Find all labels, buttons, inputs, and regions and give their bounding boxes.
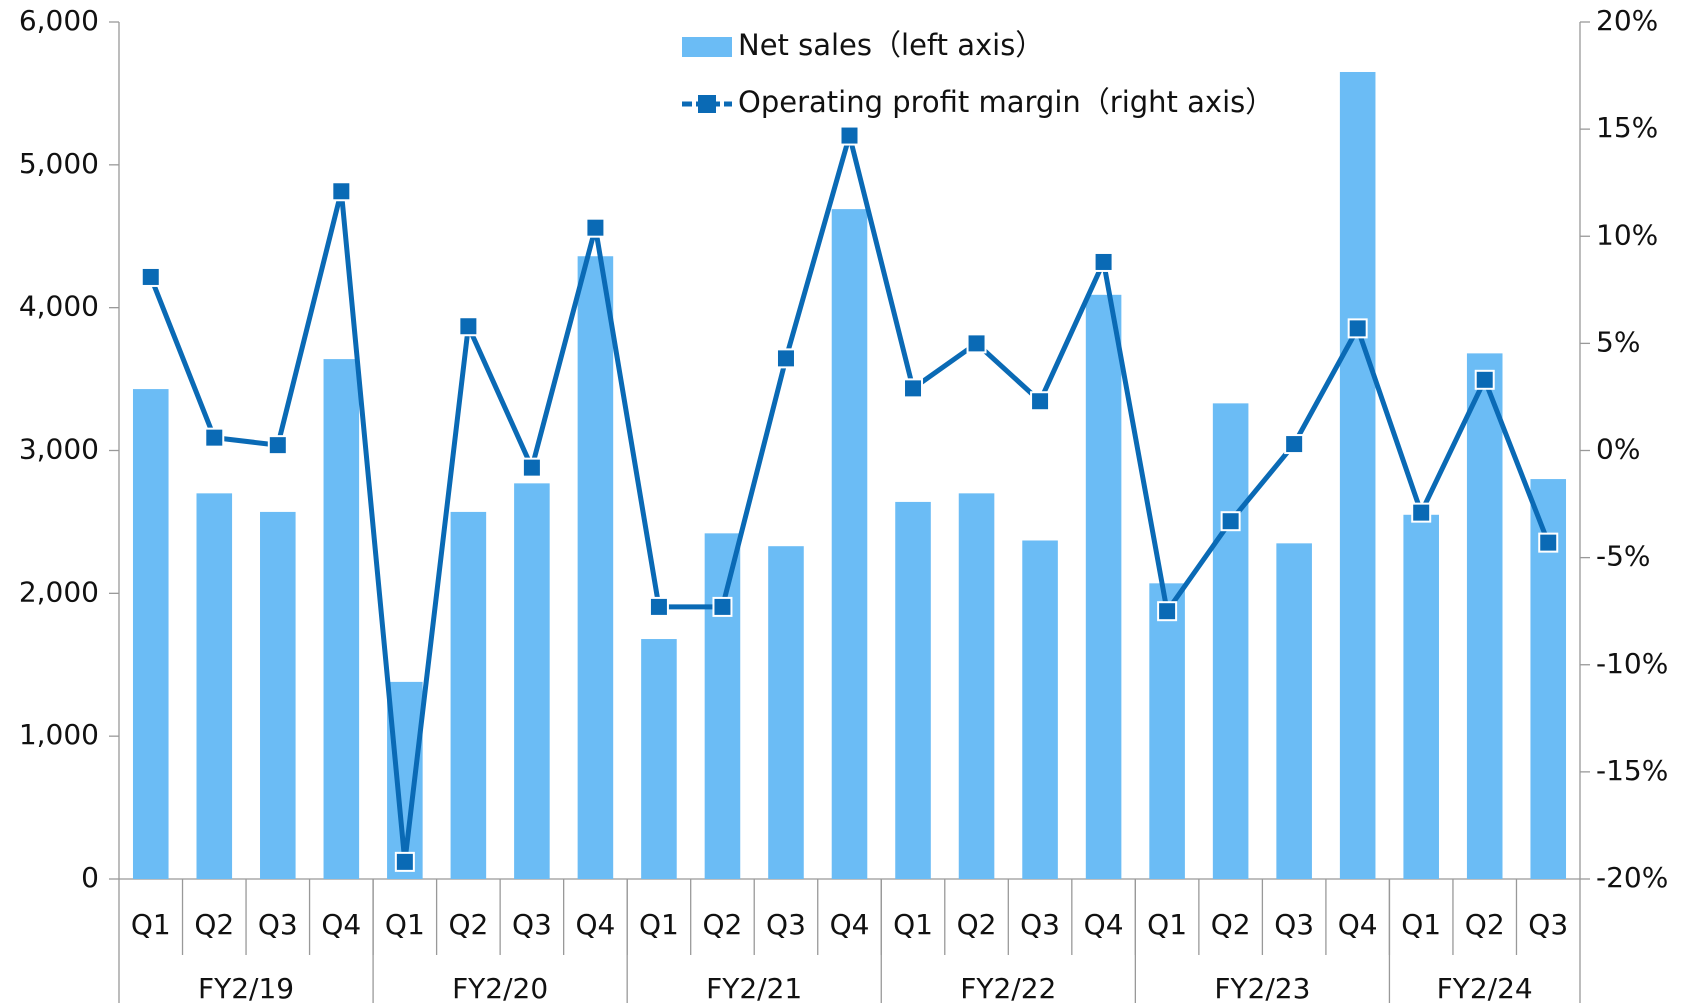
- x-tick-label: Q2: [703, 908, 743, 941]
- marker: [1030, 391, 1051, 412]
- bar: [895, 501, 931, 879]
- marker: [1411, 502, 1432, 523]
- legend-swatch: [682, 37, 732, 57]
- marker: [267, 435, 288, 456]
- bar: [768, 546, 804, 879]
- x-tick-label: Q3: [258, 908, 298, 941]
- x-tick-label: Q1: [1147, 908, 1187, 941]
- y-tick-label: 6,000: [19, 4, 99, 37]
- bar: [704, 533, 741, 879]
- x-tick-label: Q3: [1020, 908, 1060, 941]
- y2-tick-label: 5%: [1596, 325, 1640, 358]
- marker: [521, 457, 542, 478]
- bar: [323, 359, 360, 879]
- legend-label: Net sales（left axis）: [738, 28, 1044, 62]
- x-tick-label: Q2: [957, 908, 997, 941]
- marker: [1284, 434, 1305, 455]
- group-label: FY2/19: [198, 972, 294, 1003]
- x-tick-label: Q1: [385, 908, 425, 941]
- group-label: FY2/23: [1214, 972, 1310, 1003]
- x-tick-label: Q3: [512, 908, 552, 941]
- marker: [648, 596, 669, 617]
- marker: [712, 596, 733, 617]
- bar: [196, 493, 233, 879]
- bar: [1339, 71, 1376, 879]
- group-label: FY2/22: [960, 972, 1056, 1003]
- x-tick-label: Q4: [575, 908, 615, 941]
- group-label: FY2/20: [452, 972, 548, 1003]
- marker: [585, 217, 606, 238]
- bar: [1022, 540, 1058, 879]
- x-tick-label: Q3: [1528, 908, 1568, 941]
- y-tick-label: 5,000: [19, 147, 99, 180]
- marker: [903, 378, 924, 399]
- marker: [1347, 318, 1368, 339]
- marker: [1538, 532, 1559, 553]
- x-tick-label: Q2: [1211, 908, 1251, 941]
- y2-tick-label: -20%: [1596, 861, 1668, 894]
- x-tick-label: Q2: [194, 908, 234, 941]
- y2-tick-label: 20%: [1596, 4, 1658, 37]
- y2-tick-label: -5%: [1596, 540, 1651, 573]
- y2-tick-label: -15%: [1596, 754, 1668, 787]
- bar: [1403, 514, 1439, 879]
- y-tick-label: 1,000: [19, 718, 99, 751]
- bar: [577, 256, 614, 879]
- x-tick-label: Q1: [893, 908, 933, 941]
- marker: [839, 125, 860, 146]
- x-tick-label: Q4: [321, 908, 361, 941]
- marker: [1474, 369, 1495, 390]
- y2-tick-label: 10%: [1596, 218, 1658, 251]
- bar: [514, 483, 550, 879]
- marker: [458, 316, 479, 337]
- x-tick-label: Q2: [448, 908, 488, 941]
- bar: [260, 511, 296, 879]
- marker: [331, 181, 352, 202]
- bar: [132, 389, 169, 879]
- group-label: FY2/24: [1437, 972, 1533, 1003]
- y-tick-label: 2,000: [19, 575, 99, 608]
- bar: [1212, 403, 1249, 879]
- x-tick-label: Q4: [830, 908, 870, 941]
- marker: [1220, 511, 1241, 532]
- marker: [775, 348, 796, 369]
- bar: [450, 511, 487, 879]
- y-tick-label: 3,000: [19, 433, 99, 466]
- marker: [204, 427, 225, 448]
- bar: [1085, 294, 1122, 880]
- y-tick-label: 4,000: [19, 290, 99, 323]
- legend-label: Operating profit margin（right axis）: [738, 85, 1274, 119]
- marker: [394, 851, 415, 872]
- bar: [1466, 353, 1503, 880]
- x-tick-label: Q4: [1084, 908, 1124, 941]
- bar: [958, 493, 995, 879]
- x-tick-label: Q2: [1465, 908, 1505, 941]
- bar: [641, 639, 677, 879]
- marker: [1157, 601, 1178, 622]
- group-label: FY2/21: [706, 972, 802, 1003]
- marker: [140, 266, 161, 287]
- y-tick-label: 0: [81, 861, 99, 894]
- y2-tick-label: -10%: [1596, 647, 1668, 680]
- x-tick-label: Q3: [766, 908, 806, 941]
- bar: [1276, 543, 1312, 879]
- marker: [1093, 251, 1114, 272]
- marker: [966, 333, 987, 354]
- y2-tick-label: 15%: [1596, 111, 1658, 144]
- x-tick-label: Q1: [639, 908, 679, 941]
- x-tick-label: Q1: [1401, 908, 1441, 941]
- x-tick-label: Q4: [1338, 908, 1378, 941]
- bar: [1149, 583, 1185, 879]
- y2-tick-label: 0%: [1596, 433, 1640, 466]
- x-tick-label: Q1: [131, 908, 171, 941]
- x-tick-label: Q3: [1274, 908, 1314, 941]
- legend-swatch: [698, 95, 716, 113]
- bar: [831, 209, 868, 879]
